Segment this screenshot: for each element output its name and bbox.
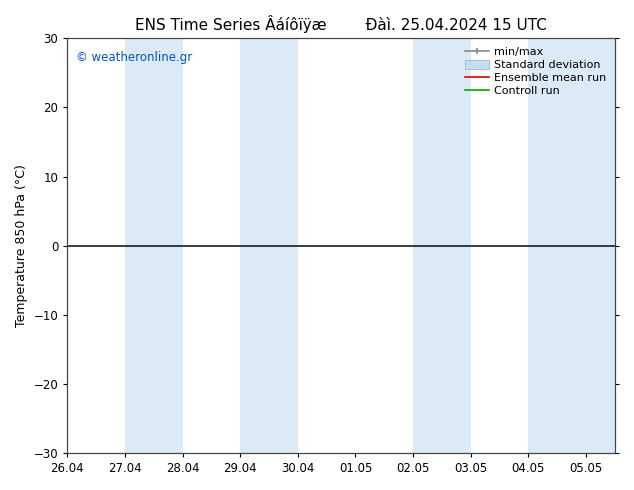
Bar <box>586 38 615 453</box>
Bar <box>413 38 471 453</box>
Title: ENS Time Series Âáíôïÿæ        Ðàì. 25.04.2024 15 UTC: ENS Time Series Âáíôïÿæ Ðàì. 25.04.2024 … <box>135 15 547 33</box>
Bar <box>240 38 298 453</box>
Text: © weatheronline.gr: © weatheronline.gr <box>75 51 192 64</box>
Y-axis label: Temperature 850 hPa (°C): Temperature 850 hPa (°C) <box>15 164 28 327</box>
Legend: min/max, Standard deviation, Ensemble mean run, Controll run: min/max, Standard deviation, Ensemble me… <box>462 44 609 99</box>
Bar <box>528 38 586 453</box>
Bar <box>125 38 183 453</box>
